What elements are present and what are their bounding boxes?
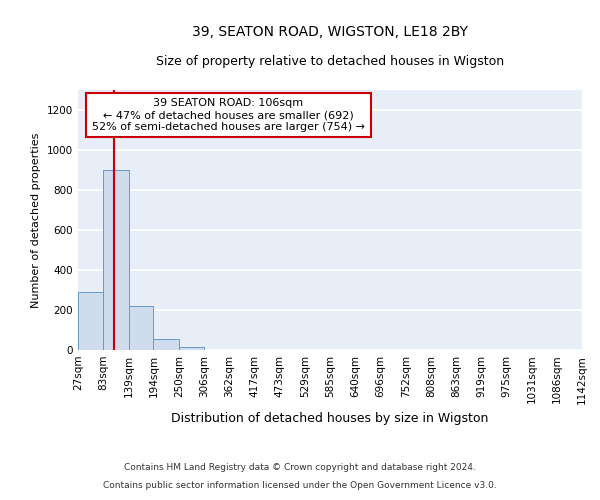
- Text: Contains HM Land Registry data © Crown copyright and database right 2024.: Contains HM Land Registry data © Crown c…: [124, 464, 476, 472]
- Bar: [103, 170, 128, 350]
- Text: 39, SEATON ROAD, WIGSTON, LE18 2BY: 39, SEATON ROAD, WIGSTON, LE18 2BY: [192, 25, 468, 39]
- Bar: [78, 292, 103, 350]
- Bar: [154, 339, 179, 350]
- Bar: [179, 347, 204, 350]
- Text: Size of property relative to detached houses in Wigston: Size of property relative to detached ho…: [156, 55, 504, 68]
- Text: Contains public sector information licensed under the Open Government Licence v3: Contains public sector information licen…: [103, 481, 497, 490]
- Bar: [128, 306, 154, 350]
- Text: 39 SEATON ROAD: 106sqm
← 47% of detached houses are smaller (692)
52% of semi-de: 39 SEATON ROAD: 106sqm ← 47% of detached…: [92, 98, 365, 132]
- Y-axis label: Number of detached properties: Number of detached properties: [31, 132, 41, 308]
- X-axis label: Distribution of detached houses by size in Wigston: Distribution of detached houses by size …: [172, 412, 488, 425]
